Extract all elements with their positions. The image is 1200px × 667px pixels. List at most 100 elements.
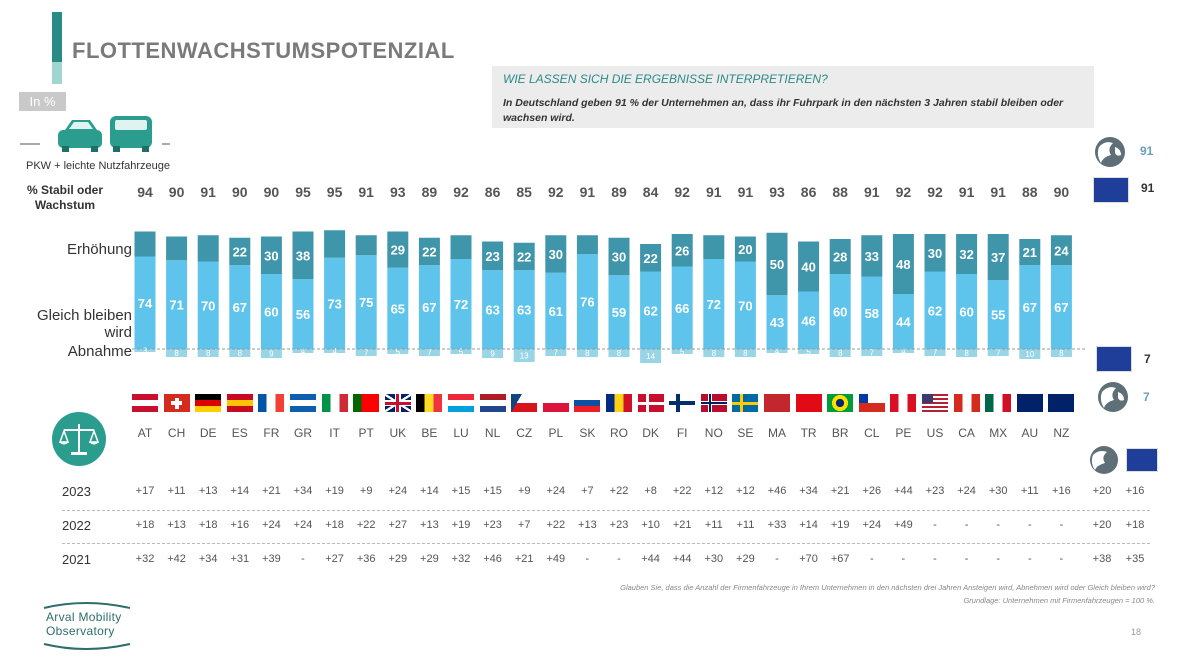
country-code-mx: MX <box>989 426 1008 440</box>
label-same: Gleich bleiben wird <box>10 307 132 341</box>
bar-increase-ma <box>766 232 788 296</box>
bar-decrease-be <box>418 349 440 356</box>
stable-total-sk: 91 <box>579 184 596 200</box>
flag-nz-icon <box>1048 394 1075 412</box>
bar-decrease-au <box>1019 349 1041 359</box>
year-2023-de: +13 <box>198 485 218 497</box>
country-code-sk: SK <box>579 426 596 440</box>
globe-icon <box>1090 446 1118 474</box>
bar-same-uk <box>387 267 409 349</box>
bar-increase-us <box>924 234 946 272</box>
year-2023-tr: +34 <box>799 485 818 497</box>
flag-au-icon <box>1016 394 1043 412</box>
year-2021-lu: +32 <box>451 553 471 565</box>
stable-label-line2: Wachstum <box>34 198 96 212</box>
year-2022-sk: +13 <box>578 519 597 531</box>
info-box <box>492 66 1094 128</box>
bar-decrease-us <box>924 349 946 356</box>
year-2023-fr: +21 <box>262 485 281 497</box>
stable-total-se: 91 <box>737 184 754 200</box>
label-same-be: 67 <box>422 300 436 315</box>
bar-increase-fi <box>671 234 693 267</box>
bar-same-dk <box>640 271 662 349</box>
country-code-be: BE <box>421 426 438 440</box>
bar-increase-no <box>703 235 725 259</box>
bar-same-mx <box>987 280 1009 349</box>
bar-decrease-cz <box>513 349 535 362</box>
stable-total-us: 92 <box>927 184 943 200</box>
bar-decrease-cl <box>861 349 883 356</box>
label-same-cz: 63 <box>517 303 531 318</box>
year-2023-ch: +11 <box>167 485 186 497</box>
year-2021-es: +31 <box>230 553 250 565</box>
bar-decrease-nz <box>1050 349 1072 357</box>
label-same-nz: 67 <box>1054 300 1068 315</box>
label-same-no: 72 <box>707 297 721 312</box>
year-2023-dk: +8 <box>644 485 657 497</box>
label-increase-be: 22 <box>422 245 436 260</box>
label-decrease-lu: 5 <box>459 348 464 357</box>
year-2022-at: +18 <box>135 519 155 531</box>
stable-total-au: 88 <box>1022 184 1038 200</box>
country-code-dk: DK <box>642 426 659 440</box>
label-same-lu: 72 <box>454 297 468 312</box>
label-decrease-tr: 5 <box>806 348 811 357</box>
year-2021-mx: - <box>996 553 1001 565</box>
stable-total-tr: 86 <box>800 184 817 200</box>
bar-decrease-it <box>324 349 346 353</box>
label-increase-pe: 48 <box>896 257 910 272</box>
bar-increase-pt <box>355 235 377 256</box>
bar-same-it <box>324 257 346 349</box>
label-decrease-pe: 4 <box>901 347 906 356</box>
flag-br-icon <box>827 394 854 412</box>
year-2023-sk: +7 <box>581 485 594 497</box>
country-code-cl: CL <box>864 426 880 440</box>
bar-same-se <box>734 261 756 349</box>
flag-pt-icon <box>353 394 380 412</box>
stable-total-pt: 91 <box>358 184 374 200</box>
label-decrease-sk: 8 <box>585 349 590 358</box>
label-decrease-se: 8 <box>743 349 748 358</box>
bar-decrease-pe <box>892 349 914 353</box>
bar-increase-nz <box>1050 235 1072 266</box>
year-2022-au: - <box>1027 519 1032 531</box>
bar-increase-br <box>829 239 851 274</box>
year-2021-ro: - <box>617 553 621 565</box>
year-2021-no: +30 <box>704 553 724 565</box>
country-code-tr: TR <box>800 426 817 440</box>
label-same-de: 70 <box>201 298 215 313</box>
van-icon <box>110 116 152 152</box>
label-increase-se: 20 <box>738 242 752 257</box>
stable-total-ca: 91 <box>958 184 975 200</box>
year-2022-be: +13 <box>420 519 439 531</box>
country-code-pe: PE <box>895 426 912 440</box>
flag-nl-icon <box>479 394 506 412</box>
bar-decrease-pt <box>355 349 377 356</box>
year-2022-cl: +24 <box>862 519 882 531</box>
year-2023-au: +11 <box>1020 485 1039 497</box>
year-2022-br: +19 <box>830 519 850 531</box>
year-2022-lu: +19 <box>451 519 471 531</box>
bar-decrease-fr <box>260 349 282 358</box>
flag-de-icon <box>195 394 222 412</box>
bar-decrease-tr <box>798 349 820 354</box>
label-same-it: 73 <box>327 296 341 311</box>
flag-gr-icon <box>290 394 316 412</box>
stable-total-dk: 84 <box>642 184 659 200</box>
bar-same-fr <box>260 274 282 349</box>
bar-same-us <box>924 271 946 349</box>
year-2021-world: +38 <box>1092 553 1112 565</box>
bar-increase-ca <box>956 234 978 274</box>
bar-increase-mx <box>987 234 1009 281</box>
label-increase-br: 28 <box>833 250 847 265</box>
label-same-line1: Gleich bleiben <box>36 307 132 324</box>
label-increase-au: 21 <box>1023 245 1037 260</box>
country-code-gr: GR <box>294 426 312 440</box>
bar-decrease-ro <box>608 349 630 357</box>
stable-total-br: 88 <box>832 184 848 200</box>
year-2021-se: +29 <box>736 553 755 565</box>
world-stable-value: 91 <box>1140 144 1154 158</box>
bar-decrease-no <box>703 349 725 357</box>
eu-flag-icon <box>1093 177 1129 203</box>
year-2023-world: +20 <box>1092 485 1112 497</box>
